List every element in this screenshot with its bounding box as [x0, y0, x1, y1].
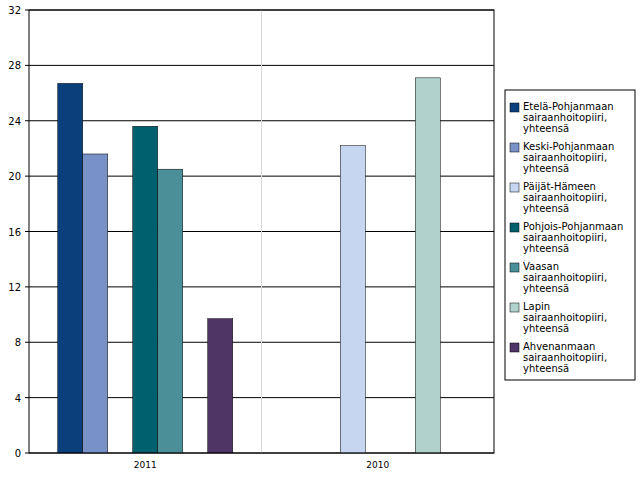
legend-label-line: yhteensä [523, 163, 569, 174]
legend-label: Lapinsairaanhoitopiiri,yhteensä [523, 301, 607, 334]
legend-label: Päijät-Hämeensairaanhoitopiiri,yhteensä [523, 181, 607, 214]
legend-label-line: sairaanhoitopiiri, [523, 272, 607, 283]
legend-label-line: yhteensä [523, 363, 569, 374]
bar [158, 169, 183, 453]
chart-svg: 04812162024283220112010Etelä-Pohjanmaans… [0, 0, 640, 480]
y-tick [25, 231, 29, 232]
bar [208, 319, 233, 453]
legend-label-line: Päijät-Hämeen [523, 181, 596, 192]
bars [58, 78, 441, 453]
legend-label: Vaasansairaanhoitopiiri,yhteensä [523, 261, 607, 294]
legend-box [505, 90, 635, 380]
y-tick-label: 24 [8, 116, 21, 127]
y-tick-label: 32 [8, 5, 21, 16]
x-tick-label: 2010 [366, 460, 389, 470]
legend-label-line: sairaanhoitopiiri, [523, 112, 607, 123]
y-tick-label: 0 [15, 448, 21, 459]
legend-label: Pohjois-Pohjanmaansairaanhoitopiiri,yhte… [523, 221, 623, 254]
bar [58, 83, 83, 453]
y-tick-label: 28 [8, 60, 21, 71]
plot-background [29, 10, 494, 453]
legend-label-line: yhteensä [523, 243, 569, 254]
y-tick [25, 176, 29, 177]
y-tick-label: 16 [8, 227, 21, 238]
legend-label-line: yhteensä [523, 323, 569, 334]
legend-label-line: Vaasan [523, 261, 559, 272]
legend-label-line: yhteensä [523, 283, 569, 294]
legend-label-line: Keski-Pohjanmaan [523, 141, 614, 152]
legend-swatch [510, 143, 519, 152]
bar [83, 154, 108, 453]
legend-label-line: sairaanhoitopiiri, [523, 192, 607, 203]
bar [340, 146, 365, 453]
legend-swatch [510, 183, 519, 192]
y-tick-label: 20 [8, 171, 21, 182]
legend-swatch [510, 223, 519, 232]
legend-label-line: Pohjois-Pohjanmaan [523, 221, 623, 232]
y-tick [25, 397, 29, 398]
y-tick [25, 453, 29, 454]
legend-swatch [510, 263, 519, 272]
legend-label-line: sairaanhoitopiiri, [523, 352, 607, 363]
legend-label-line: sairaanhoitopiiri, [523, 232, 607, 243]
bar [415, 78, 440, 453]
legend-swatch [510, 343, 519, 352]
legend-label: Keski-Pohjanmaansairaanhoitopiiri,yhteen… [523, 141, 614, 174]
y-tick [25, 65, 29, 66]
category-separator [261, 10, 262, 453]
legend-label: Ahvenanmaansairaanhoitopiiri,yhteensä [523, 341, 607, 374]
legend-label-line: yhteensä [523, 203, 569, 214]
legend-label-line: Lapin [523, 301, 550, 312]
y-tick-label: 12 [8, 282, 21, 293]
y-tick [25, 286, 29, 287]
legend-label-line: yhteensä [523, 123, 569, 134]
legend-label-line: Ahvenanmaan [523, 341, 595, 352]
bar [133, 126, 158, 453]
y-tick-label: 4 [15, 393, 21, 404]
x-tick-label: 2011 [134, 460, 157, 470]
legend-label-line: Etelä-Pohjanmaan [523, 101, 614, 112]
y-tick [25, 10, 29, 11]
legend-swatch [510, 103, 519, 112]
y-tick [25, 342, 29, 343]
legend-swatch [510, 303, 519, 312]
legend-label: Etelä-Pohjanmaansairaanhoitopiiri,yhteen… [523, 101, 614, 134]
plot-frame [29, 10, 494, 453]
y-tick-label: 8 [15, 337, 21, 348]
chart-container: 04812162024283220112010Etelä-Pohjanmaans… [0, 0, 640, 480]
legend-label-line: sairaanhoitopiiri, [523, 312, 607, 323]
legend-label-line: sairaanhoitopiiri, [523, 152, 607, 163]
y-tick [25, 120, 29, 121]
